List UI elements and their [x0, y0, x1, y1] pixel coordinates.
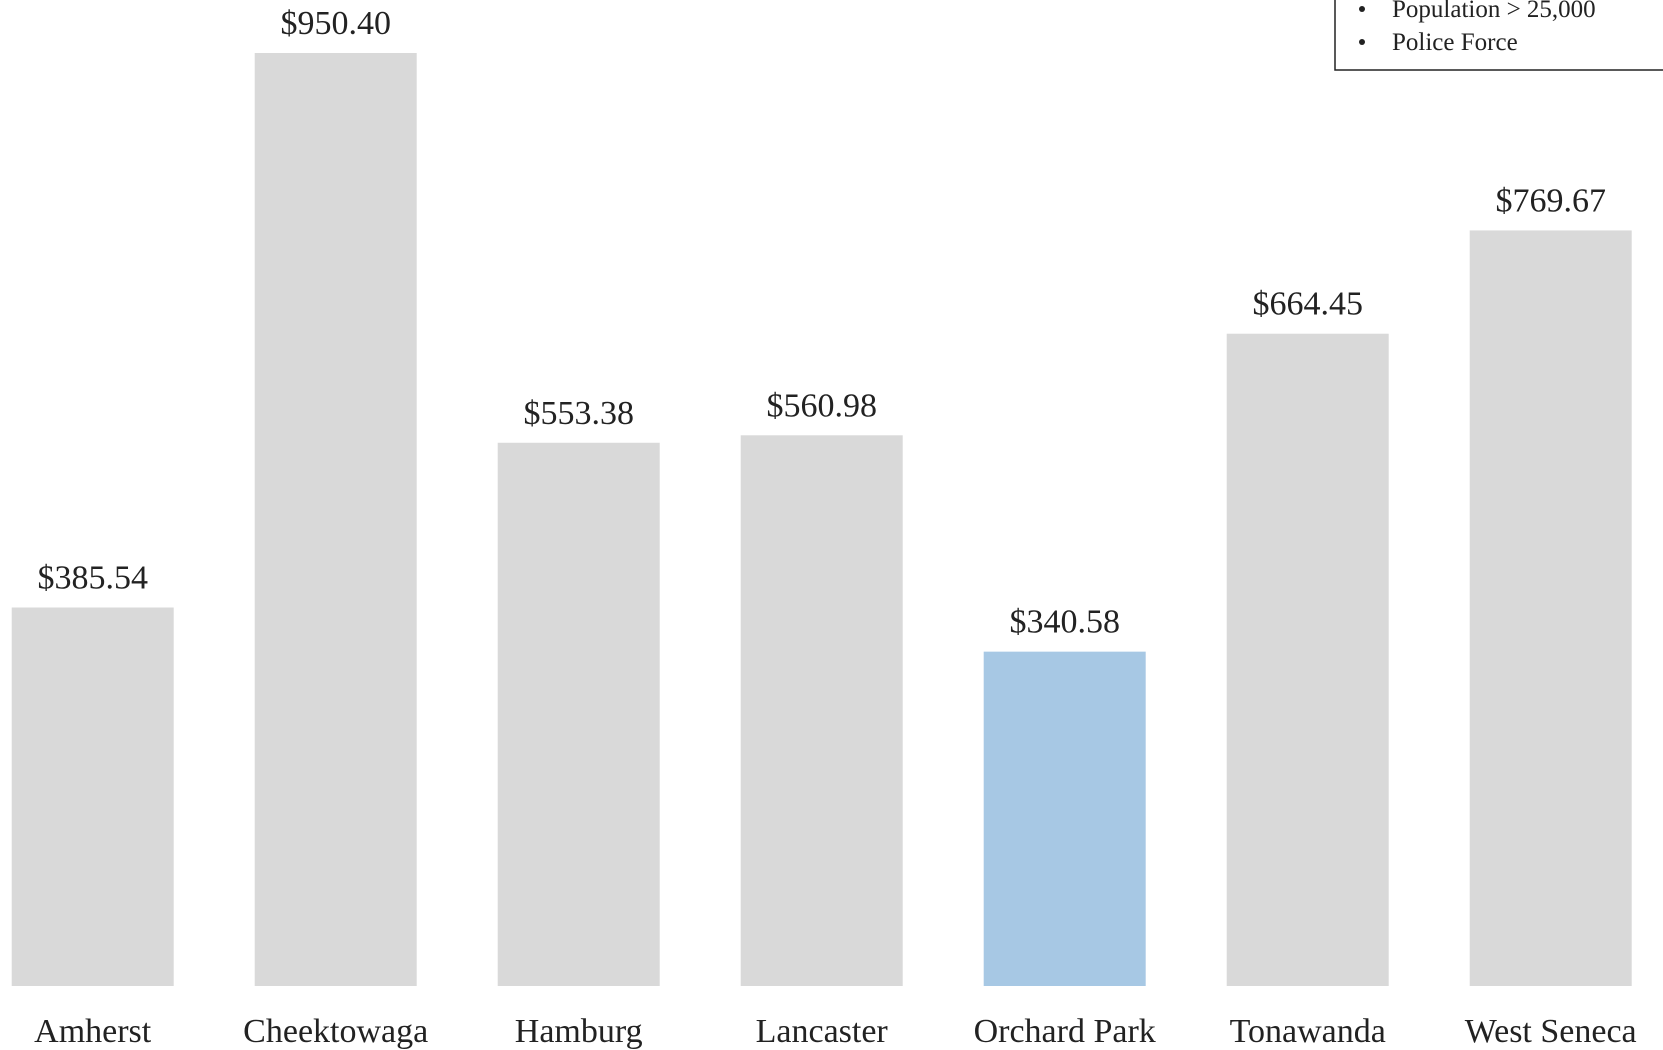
bar: [11, 607, 174, 986]
x-tick-label: Amherst: [34, 1013, 152, 1050]
legend-bullet: [1359, 39, 1365, 45]
legend-item: Police Force: [1392, 29, 1518, 56]
bar: [740, 435, 903, 986]
value-label: $553.38: [523, 395, 634, 432]
value-label: $385.54: [37, 560, 148, 597]
legend-bullet: [1359, 6, 1365, 12]
bar: [983, 651, 1146, 986]
value-label: $340.58: [1009, 604, 1120, 641]
x-tick-label: Tonawanda: [1230, 1013, 1386, 1050]
legend-box: [1334, 0, 1663, 71]
x-tick-label: Orchard Park: [974, 1013, 1156, 1050]
value-label: $769.67: [1495, 182, 1606, 219]
value-label: $664.45: [1252, 286, 1363, 323]
x-tick-label: Hamburg: [515, 1013, 643, 1050]
x-tick-label: Lancaster: [756, 1013, 889, 1050]
bar: [497, 442, 660, 986]
value-label: $560.98: [766, 387, 877, 424]
x-tick-label: West Seneca: [1465, 1013, 1637, 1050]
x-tick-label: Cheektowaga: [243, 1013, 428, 1050]
bar: [254, 53, 417, 986]
bar: [1469, 230, 1632, 987]
legend-item: Population > 25,000: [1392, 0, 1596, 23]
bar: [1226, 333, 1389, 986]
value-label: $950.40: [280, 5, 391, 42]
